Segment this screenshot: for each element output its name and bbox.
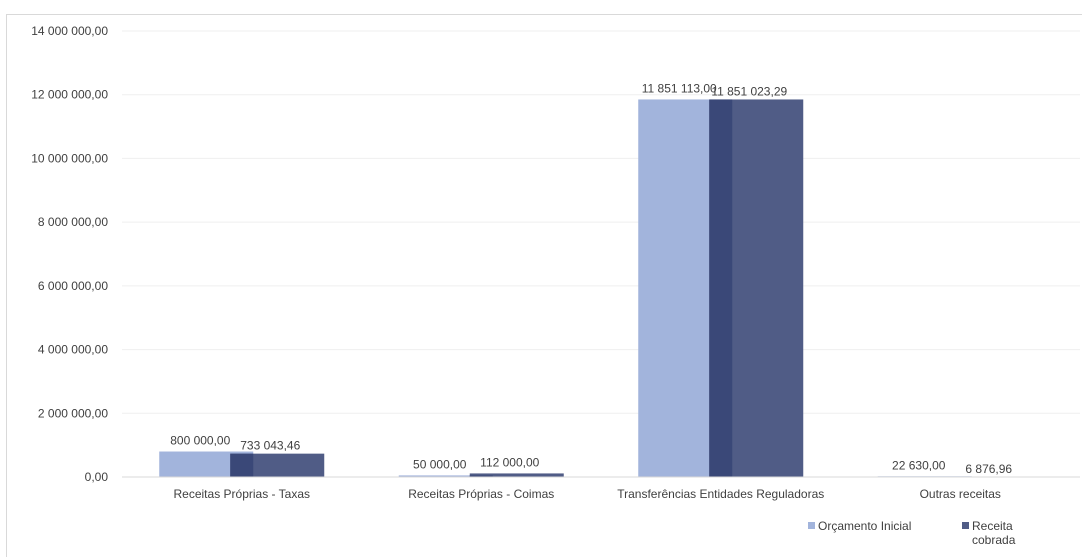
data-label-receita-cobrada: 112 000,00 <box>480 455 539 469</box>
legend-swatch <box>962 522 969 529</box>
bar-orcamento-inicial <box>398 475 493 477</box>
x-tick-label: Transferências Entidades Reguladoras <box>617 487 824 501</box>
legend-item: Orçamento Inicial <box>808 519 911 533</box>
bar-receita-cobrada <box>230 453 325 477</box>
bar-overlap <box>709 99 733 477</box>
gridlines <box>122 30 1080 414</box>
y-tick-label: 12 000 000,00 <box>31 88 108 102</box>
y-tick-label: 8 000 000,00 <box>38 215 108 229</box>
x-tick-label: Outras receitas <box>920 487 1001 501</box>
data-label-receita-cobrada: 6 876,96 <box>965 462 1012 476</box>
data-label-orcamento-inicial: 11 851 113,00 <box>642 81 717 95</box>
y-tick-label: 2 000 000,00 <box>38 406 108 420</box>
x-axis-tick-labels: Receitas Próprias - Taxas Receitas Própri… <box>174 487 1001 501</box>
y-tick-label: 10 000 000,00 <box>31 151 108 165</box>
data-label-orcamento-inicial: 22 630,00 <box>892 458 946 472</box>
y-tick-label: 0,00 <box>85 470 109 484</box>
data-label-receita-cobrada: 11 851 023,29 <box>711 84 787 98</box>
legend-swatch <box>808 522 815 529</box>
chart-frame <box>6 14 1082 557</box>
data-label-orcamento-inicial: 800 000,00 <box>170 434 230 448</box>
data-label-orcamento-inicial: 50 000,00 <box>413 457 467 471</box>
bar-receita-cobrada <box>469 473 564 477</box>
x-tick-label: Receitas Próprias - Coimas <box>408 487 554 501</box>
bar-overlap <box>469 475 493 477</box>
legend-label: Receita <box>972 519 1013 533</box>
bars <box>159 99 1043 478</box>
legend-label-line2: cobrada <box>972 533 1016 547</box>
y-tick-label: 4 000 000,00 <box>38 343 108 357</box>
data-labels: 800 000,00 733 043,46 50 000,00 112 000,00 1… <box>170 81 1012 475</box>
y-axis-tick-labels: 0,00 2 000 000,00 4 000 000,00 6 000 000,00… <box>31 24 108 484</box>
y-tick-label: 14 000 000,00 <box>31 24 108 38</box>
data-label-receita-cobrada: 733 043,46 <box>240 439 300 453</box>
legend-label: Orçamento Inicial <box>818 519 911 533</box>
y-tick-label: 6 000 000,00 <box>38 279 108 293</box>
x-tick-label: Receitas Próprias - Taxas <box>174 487 311 501</box>
bar-overlap <box>230 453 254 477</box>
